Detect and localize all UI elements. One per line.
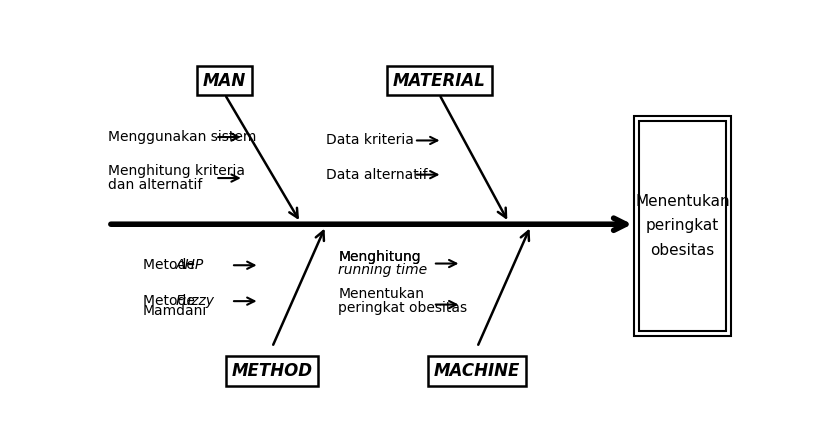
FancyBboxPatch shape <box>634 115 731 337</box>
Text: Menentukan: Menentukan <box>339 287 424 301</box>
Text: Metode: Metode <box>142 258 199 272</box>
Text: Data alternatif: Data alternatif <box>326 168 427 182</box>
Text: Menghitung: Menghitung <box>339 250 421 264</box>
Text: Menghitung: Menghitung <box>339 250 421 264</box>
Text: Metode: Metode <box>142 294 199 308</box>
Text: Data kriteria: Data kriteria <box>326 134 414 147</box>
Text: Mamdani: Mamdani <box>142 305 207 318</box>
Text: MAN: MAN <box>204 71 247 90</box>
Text: METHOD: METHOD <box>231 362 313 380</box>
Text: MACHINE: MACHINE <box>434 362 520 380</box>
Text: MATERIAL: MATERIAL <box>393 71 486 90</box>
Text: Menentukan
peringkat
obesitas: Menentukan peringkat obesitas <box>635 194 730 258</box>
FancyBboxPatch shape <box>639 121 725 331</box>
Text: AHP: AHP <box>176 258 204 272</box>
Text: dan alternatif: dan alternatif <box>108 178 203 192</box>
Text: Fuzzy: Fuzzy <box>176 294 215 308</box>
Text: peringkat obesitas: peringkat obesitas <box>339 301 467 315</box>
Text: Menghitung kriteria: Menghitung kriteria <box>108 164 245 178</box>
Text: Menggunakan sistem: Menggunakan sistem <box>108 130 256 144</box>
Text: running time: running time <box>339 263 427 277</box>
